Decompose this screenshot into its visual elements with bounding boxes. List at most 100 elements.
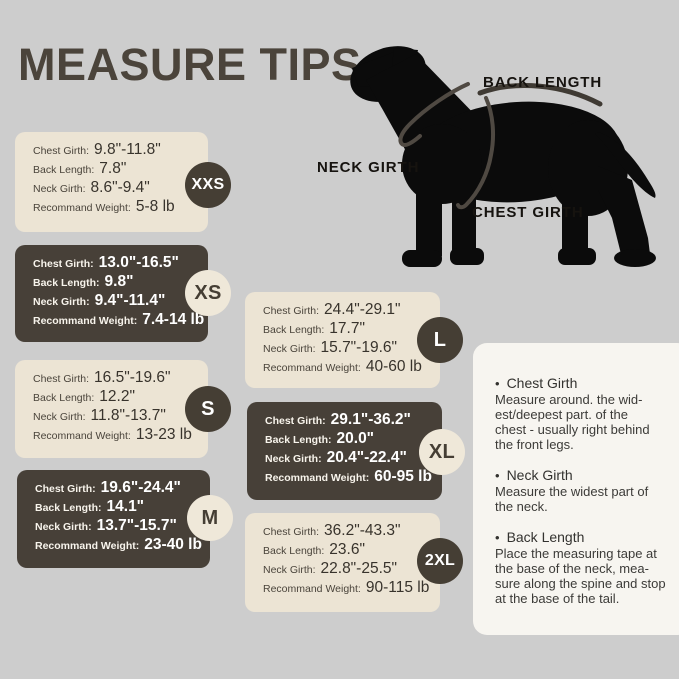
measurement-row: Chest Girth: 19.6"-24.4" — [35, 479, 210, 498]
tip-title: • Back Length — [495, 529, 679, 546]
measurement-row: Recommand Weight: 5-8 lb — [33, 198, 208, 217]
tip-line: the neck. — [495, 499, 548, 514]
measurement-value: 23.6" — [329, 541, 365, 558]
tip-section: • Back Length Place the measuring tape at t… — [495, 529, 679, 606]
tip-section: • Neck Girth Measure the widest part of the… — [495, 467, 679, 514]
measurement-label: Back Length: — [265, 434, 332, 446]
measurement-label: Chest Girth: — [263, 305, 320, 317]
measurement-label: Neck Girth: — [35, 521, 92, 533]
measurement-label: Neck Girth: — [263, 564, 316, 576]
back-length-label: BACK LENGTH — [483, 74, 602, 91]
measurement-label: Neck Girth: — [265, 453, 322, 465]
measurement-row: Chest Girth: 9.8"-11.8" — [33, 141, 208, 160]
measurement-value: 36.2"-43.3" — [324, 522, 401, 539]
tip-line: chest - usually right behind — [495, 422, 650, 437]
measurement-label: Recommand Weight: — [33, 315, 138, 327]
dog-measurement-diagram: BACK LENGTH NECK GIRTH CHEST GIRTH — [300, 40, 679, 280]
measurement-value: 90-115 lb — [365, 579, 430, 596]
measurement-value: 20.4"-22.4" — [326, 449, 407, 466]
measurement-label: Recommand Weight: — [263, 362, 361, 374]
tip-title-text: Neck Girth — [506, 467, 573, 483]
measurement-row: Back Length: 9.8" — [33, 273, 208, 292]
bullet-icon: • — [495, 530, 500, 545]
tip-title-text: Back Length — [506, 529, 585, 545]
measurement-value: 11.8"-13.7" — [90, 407, 166, 424]
measurement-value: 7.8" — [99, 160, 127, 177]
size-badge-l: L — [417, 317, 463, 363]
measurement-row: Neck Girth: 13.7"-15.7" — [35, 517, 210, 536]
neck-girth-label: NECK GIRTH — [317, 159, 419, 176]
size-card-xl: Chest Girth: 29.1"-36.2" Back Length: 20.0"… — [247, 402, 442, 500]
measurement-value: 40-60 lb — [365, 358, 422, 375]
tip-line: sure along the spine and stop — [495, 576, 666, 591]
bullet-icon: • — [495, 376, 500, 391]
tip-line: Place the measuring tape at — [495, 546, 657, 561]
measurement-label: Chest Girth: — [33, 373, 90, 385]
measurement-row: Back Length: 12.2" — [33, 388, 208, 407]
size-badge-s: S — [185, 386, 231, 432]
measurement-row: Recommand Weight: 90-115 lb — [263, 579, 440, 598]
measurement-row: Chest Girth: 24.4"-29.1" — [263, 301, 440, 320]
measurement-label: Chest Girth: — [33, 145, 90, 157]
size-card-xxs: Chest Girth: 9.8"-11.8" Back Length: 7.8" Ne… — [15, 132, 208, 232]
measurement-value: 22.8"-25.5" — [320, 560, 398, 577]
measurement-label: Recommand Weight: — [33, 202, 131, 214]
size-card-s: Chest Girth: 16.5"-19.6" Back Length: 12.2"… — [15, 360, 208, 458]
tips-panel: • Chest Girth Measure around. the wid-est/… — [473, 343, 679, 635]
measurement-label: Chest Girth: — [33, 258, 94, 270]
measurement-label: Neck Girth: — [33, 296, 90, 308]
measurement-row: Back Length: 17.7" — [263, 320, 440, 339]
measurement-row: Back Length: 7.8" — [33, 160, 208, 179]
bullet-icon: • — [495, 468, 500, 483]
measurement-row: Neck Girth: 8.6"-9.4" — [33, 179, 208, 198]
tip-title: • Chest Girth — [495, 375, 679, 392]
measurement-value: 8.6"-9.4" — [90, 179, 150, 196]
dog-silhouette-icon — [350, 46, 656, 267]
measurement-value: 19.6"-24.4" — [100, 479, 181, 496]
measurement-label: Chest Girth: — [263, 526, 320, 538]
size-badge-xxs: XXS — [185, 162, 231, 208]
size-card-xs: Chest Girth: 13.0"-16.5" Back Length: 9.8" N… — [15, 245, 208, 342]
measurement-row: Back Length: 20.0" — [265, 430, 442, 449]
measurement-value: 13.0"-16.5" — [98, 254, 179, 271]
measurement-label: Neck Girth: — [33, 183, 86, 195]
measurement-label: Back Length: — [33, 392, 95, 404]
measurement-label: Back Length: — [33, 277, 100, 289]
measurement-value: 23-40 lb — [144, 536, 202, 553]
measurement-value: 14.1" — [106, 498, 145, 515]
size-badge-xs: XS — [185, 270, 231, 316]
size-badge-m: M — [187, 495, 233, 541]
measurement-label: Back Length: — [35, 502, 102, 514]
measurement-row: Neck Girth: 22.8"-25.5" — [263, 560, 440, 579]
measurement-row: Neck Girth: 20.4"-22.4" — [265, 449, 442, 468]
measurement-label: Recommand Weight: — [35, 540, 140, 552]
chest-girth-arc — [456, 96, 496, 210]
measurement-label: Back Length: — [33, 164, 95, 176]
measurement-label: Back Length: — [263, 545, 325, 557]
measurement-row: Neck Girth: 15.7"-19.6" — [263, 339, 440, 358]
measurement-value: 20.0" — [336, 430, 375, 447]
measurement-row: Neck Girth: 11.8"-13.7" — [33, 407, 208, 426]
measurement-row: Back Length: 23.6" — [263, 541, 440, 560]
measurement-label: Neck Girth: — [33, 411, 86, 423]
dog-figure-svg: BACK LENGTH NECK GIRTH CHEST GIRTH — [317, 46, 656, 267]
size-card-l: Chest Girth: 24.4"-29.1" Back Length: 17.7"… — [245, 292, 440, 388]
measurement-value: 7.4-14 lb — [142, 311, 205, 328]
tip-title: • Neck Girth — [495, 467, 679, 484]
measurement-label: Chest Girth: — [265, 415, 326, 427]
tip-line: the front legs. — [495, 437, 574, 452]
size-card-2xl: Chest Girth: 36.2"-43.3" Back Length: 23.6"… — [245, 513, 440, 612]
measurement-row: Chest Girth: 36.2"-43.3" — [263, 522, 440, 541]
neck-girth-arc — [398, 82, 470, 147]
measurement-value: 12.2" — [99, 388, 135, 405]
measurement-row: Chest Girth: 13.0"-16.5" — [33, 254, 208, 273]
measurement-value: 9.8" — [104, 273, 134, 290]
measurement-row: Recommand Weight: 23-40 lb — [35, 536, 210, 555]
measurement-row: Recommand Weight: 13-23 lb — [33, 426, 208, 445]
measurement-row: Recommand Weight: 7.4-14 lb — [33, 311, 208, 330]
page-title: MEASURE TIPS — [18, 39, 362, 90]
measurement-value: 5-8 lb — [135, 198, 175, 215]
measurement-label: Recommand Weight: — [265, 472, 370, 484]
size-badge-xl: XL — [419, 429, 465, 475]
